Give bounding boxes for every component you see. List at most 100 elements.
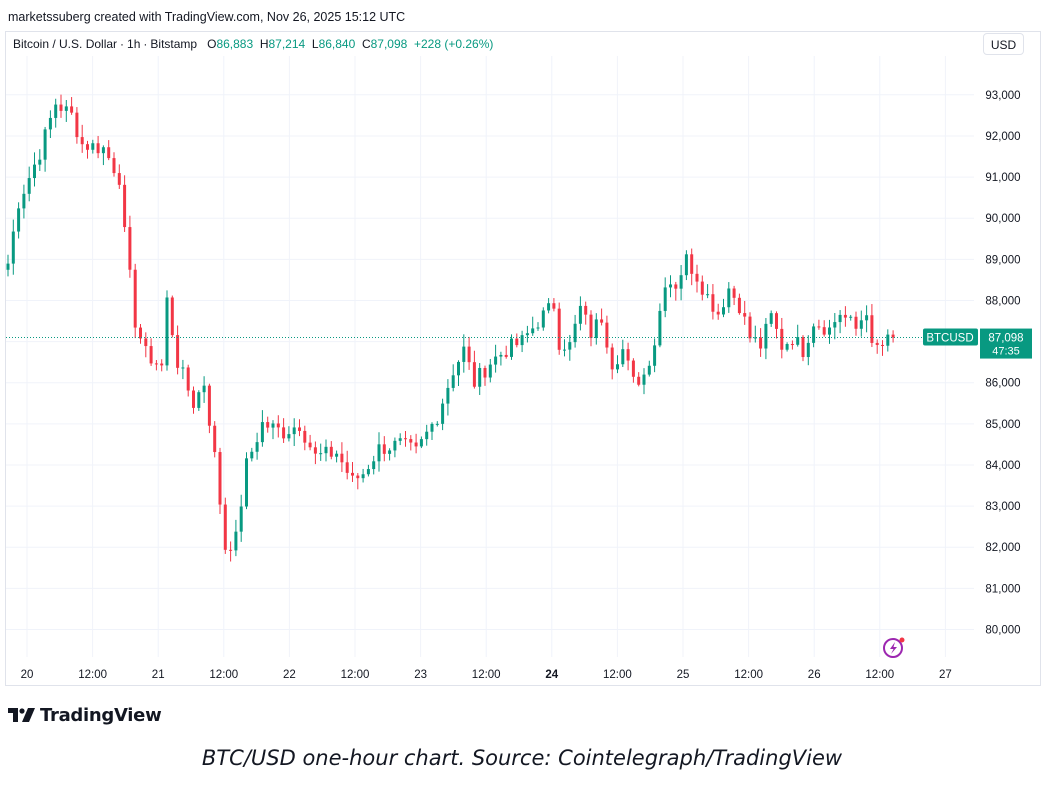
candle-body — [504, 354, 508, 357]
candle — [472, 350, 476, 389]
candle — [419, 436, 423, 449]
candle-body — [345, 462, 349, 473]
candle — [684, 250, 688, 281]
tradingview-logo[interactable]: TradingView — [8, 704, 162, 726]
candle — [769, 310, 773, 327]
candle-body — [361, 474, 365, 479]
candle-body — [287, 434, 291, 439]
candle-body — [658, 310, 662, 346]
candle-body — [817, 326, 821, 328]
candle-body — [229, 549, 233, 551]
candle-body — [86, 144, 89, 150]
price-tag-symbol-bg — [923, 328, 978, 346]
candle-body — [881, 344, 884, 346]
candle — [700, 275, 704, 301]
candle-body — [684, 254, 688, 276]
candle — [631, 358, 635, 383]
candle — [504, 345, 508, 359]
candle — [610, 343, 614, 380]
candle — [324, 439, 328, 462]
tradingview-logo-text: TradingView — [40, 704, 162, 726]
candle-body — [335, 453, 339, 457]
candle-body — [737, 297, 741, 314]
candle-body — [785, 344, 789, 350]
candle-body — [107, 147, 111, 159]
candlestick-chart[interactable]: 80,000 81,000 82,000 83,000 84,000 85,000 86,0… — [0, 0, 1044, 700]
candle-body — [409, 439, 413, 443]
candle-body — [859, 320, 863, 329]
candle — [626, 342, 630, 371]
candle-body — [775, 313, 778, 329]
candle — [525, 325, 529, 343]
candle — [563, 339, 566, 357]
y-tick-label: 86,000 — [985, 378, 1020, 390]
candle-body — [22, 193, 26, 209]
y-tick-label: 80,000 — [985, 625, 1020, 637]
candle-body — [626, 349, 630, 361]
legend-open-label: O — [207, 37, 217, 51]
candle-body — [573, 323, 577, 343]
candle-body — [828, 327, 831, 335]
candle-body — [123, 184, 127, 228]
chart-frame[interactable] — [5, 31, 1041, 686]
candle — [382, 436, 386, 462]
candle-body — [578, 305, 582, 324]
candle-body — [340, 453, 344, 463]
candle — [547, 298, 551, 314]
candle-body — [822, 327, 826, 335]
candle-body — [563, 349, 566, 351]
candle — [388, 448, 392, 461]
candle-body — [812, 326, 816, 343]
candle — [425, 424, 429, 446]
candle-body — [96, 143, 100, 154]
candle-body — [494, 356, 498, 365]
y-tick-label: 83,000 — [985, 501, 1020, 513]
candle — [578, 296, 582, 331]
candle — [759, 328, 763, 357]
legend-high-label: H — [259, 37, 269, 51]
y-tick-label: 89,000 — [985, 254, 1020, 266]
candle — [144, 332, 148, 358]
price-tag-price-bg — [980, 328, 1032, 359]
y-tick-label: 88,000 — [985, 295, 1020, 307]
candle-body — [308, 442, 312, 448]
candle-body — [388, 450, 392, 454]
candle-body — [276, 423, 280, 428]
candle — [854, 311, 858, 336]
candle-body — [419, 439, 423, 447]
candle-body — [637, 376, 641, 385]
legend-close-value: 87,098 — [370, 37, 408, 51]
candle-body — [70, 106, 74, 113]
snapshot-icon[interactable] — [883, 637, 905, 658]
legend-change: +228 (+0.26%) — [413, 37, 494, 51]
candle-body — [33, 164, 36, 179]
candle — [780, 317, 784, 359]
candle-body — [833, 322, 837, 328]
candle-body — [536, 327, 540, 329]
candles — [6, 94, 895, 562]
candle-body — [425, 431, 429, 440]
candle — [154, 360, 158, 371]
candle — [870, 304, 874, 348]
candle — [86, 140, 89, 159]
x-tick-label: 25 — [677, 669, 690, 681]
candle-body — [356, 475, 360, 479]
candle-body — [457, 361, 460, 376]
candle — [859, 310, 863, 337]
candle — [753, 325, 757, 343]
candle-body — [133, 269, 137, 328]
candle-body — [669, 284, 672, 288]
candle-body — [329, 446, 333, 457]
x-tick-label: 24 — [545, 669, 558, 681]
candle — [552, 298, 556, 312]
candle — [266, 416, 270, 433]
candle — [711, 284, 715, 320]
candle — [27, 166, 31, 202]
candle-body — [38, 159, 42, 165]
candle-body — [616, 364, 619, 370]
candle-body — [769, 313, 773, 324]
candle — [197, 390, 201, 411]
candle — [70, 97, 74, 115]
candle — [679, 265, 683, 301]
currency-button[interactable]: USD — [983, 33, 1024, 55]
